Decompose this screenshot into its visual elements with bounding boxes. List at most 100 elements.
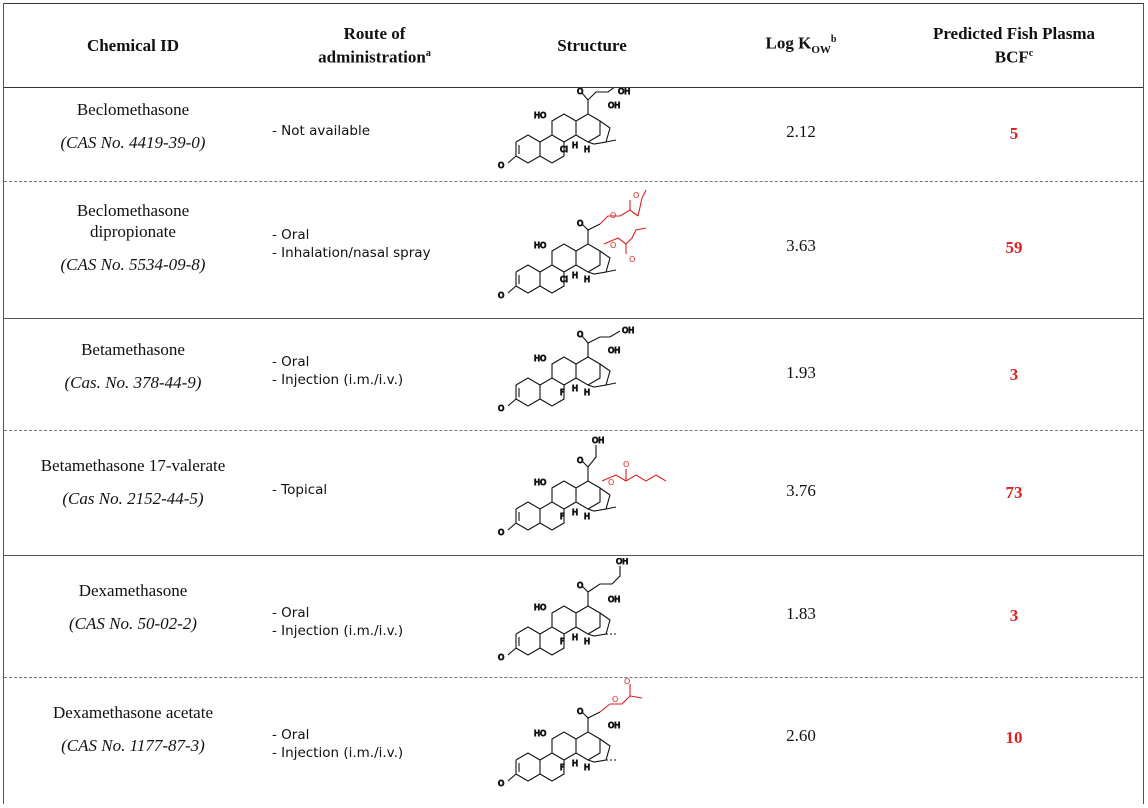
bcf-value: 5 [1009, 124, 1019, 143]
route-item: - Not available [272, 123, 371, 139]
route-item: - Oral [272, 227, 310, 243]
row-divider [4, 430, 1143, 431]
bcf-value: 73 [1005, 483, 1023, 502]
route-item: - Topical [272, 482, 328, 498]
table-row: Dexamethasone (CAS No. 50-02-2) - Oral -… [4, 556, 1143, 677]
row-divider [4, 555, 1143, 556]
log-kow-value: 1.93 [786, 363, 816, 382]
header-structure: Structure [557, 35, 627, 55]
route-cell: - Topical [272, 481, 482, 499]
svg-text:Cl: Cl [560, 145, 568, 154]
svg-text:O: O [498, 404, 504, 413]
svg-text:O: O [608, 478, 614, 487]
chemical-name: Dexamethasone [78, 581, 188, 600]
svg-text:OH: OH [608, 721, 620, 730]
svg-text:O: O [498, 161, 504, 170]
structure-image: O HO OH O O O F H H [496, 677, 686, 808]
structure-image: O HO OH OH O Cl H H [496, 85, 686, 183]
structure-image: O HO OH OH O F H H [496, 556, 686, 678]
svg-text:O: O [577, 330, 583, 339]
bcf-value: 10 [1005, 728, 1023, 747]
route-item: - Injection (i.m./i.v.) [272, 623, 404, 639]
table-row: Beclomethasone (CAS No. 4419-39-0) - Not… [4, 85, 1143, 183]
svg-text:HO: HO [534, 729, 546, 738]
chemical-name-cell: Beclomethasone dipropionate (CAS No. 553… [4, 200, 262, 275]
svg-text:O: O [498, 653, 504, 662]
svg-text:H: H [584, 763, 590, 772]
cas-number: (CAS No. 50-02-2) [69, 614, 197, 633]
chemical-name-line2: dipropionate [90, 222, 176, 241]
svg-text:OH: OH [618, 88, 630, 96]
row-divider [4, 318, 1143, 319]
svg-text:HO: HO [534, 354, 546, 363]
svg-text:O: O [498, 528, 504, 537]
structure-image: O HO O O O O O Cl H H [496, 188, 686, 318]
route-cell: - Oral - Injection (i.m./i.v.) [272, 604, 482, 640]
svg-text:HO: HO [534, 111, 546, 120]
svg-text:HO: HO [534, 241, 546, 250]
log-kow-value: 2.60 [786, 726, 816, 745]
svg-text:HO: HO [534, 603, 546, 612]
structure-image: O HO OH OH O F H H [496, 323, 686, 428]
chemical-name-cell: Dexamethasone acetate (CAS No. 1177-87-3… [4, 702, 262, 756]
chemical-name: Betamethasone [81, 340, 185, 359]
chemical-name-cell: Betamethasone (Cas. No. 378-44-9) [4, 339, 262, 393]
bcf-value: 3 [1009, 606, 1019, 625]
svg-text:Cl: Cl [560, 275, 568, 284]
route-cell: - Oral - Inhalation/nasal spray [272, 226, 482, 262]
svg-text:O: O [577, 707, 583, 716]
svg-text:OH: OH [608, 595, 620, 604]
svg-text:F: F [560, 388, 565, 397]
chemical-name: Beclomethasone [76, 201, 190, 220]
route-item: - Inhalation/nasal spray [272, 245, 431, 261]
chemical-name: Dexamethasone acetate [53, 703, 213, 722]
svg-text:H: H [572, 141, 578, 150]
svg-text:F: F [560, 763, 565, 772]
header-bcf: Predicted Fish Plasma BCFc [932, 23, 1096, 67]
svg-text:O: O [633, 191, 639, 200]
svg-text:H: H [584, 388, 590, 397]
svg-text:O: O [623, 460, 629, 469]
cas-number: (Cas No. 2152-44-5) [62, 489, 204, 508]
svg-text:H: H [584, 637, 590, 646]
table-row: Beclomethasone dipropionate (CAS No. 553… [4, 182, 1143, 318]
cas-number: (CAS No. 4419-39-0) [60, 133, 206, 152]
cas-number: (Cas. No. 378-44-9) [64, 373, 202, 392]
bcf-value: 3 [1009, 365, 1019, 384]
route-item: - Injection (i.m./i.v.) [272, 372, 404, 388]
header-route: Route of administrationa [318, 23, 431, 67]
log-kow-value: 1.83 [786, 604, 816, 623]
row-divider [4, 181, 1143, 182]
svg-text:OH: OH [616, 558, 628, 566]
route-item: - Oral [272, 727, 310, 743]
header-chemical-id: Chemical ID [86, 35, 180, 55]
route-cell: - Oral - Injection (i.m./i.v.) [272, 353, 482, 389]
chemical-name-cell: Beclomethasone (CAS No. 4419-39-0) [4, 99, 262, 153]
svg-text:F: F [560, 512, 565, 521]
header-log-kow: Log KOWb [765, 34, 837, 57]
table-row: Betamethasone 17-valerate (Cas No. 2152-… [4, 431, 1143, 555]
svg-text:OH: OH [592, 436, 604, 445]
svg-text:F: F [560, 637, 565, 646]
route-cell: - Not available [272, 122, 482, 140]
structure-image: O HO OH O O O F H H [496, 435, 686, 555]
svg-text:O: O [498, 291, 504, 300]
svg-text:H: H [572, 759, 578, 768]
svg-text:H: H [572, 271, 578, 280]
route-item: - Oral [272, 605, 310, 621]
svg-text:H: H [572, 508, 578, 517]
chemical-name: Betamethasone 17-valerate [40, 456, 226, 475]
route-cell: - Oral - Injection (i.m./i.v.) [272, 726, 482, 762]
svg-text:H: H [584, 512, 590, 521]
cas-number: (CAS No. 5534-09-8) [60, 255, 206, 274]
svg-text:OH: OH [608, 346, 620, 355]
svg-text:O: O [629, 255, 635, 264]
row-divider [4, 677, 1143, 678]
svg-text:O: O [577, 456, 583, 465]
svg-text:O: O [624, 678, 630, 686]
log-kow-value: 3.63 [786, 236, 816, 255]
svg-text:O: O [610, 211, 616, 220]
table-row: Betamethasone (Cas. No. 378-44-9) - Oral… [4, 319, 1143, 430]
svg-text:O: O [577, 581, 583, 590]
chemical-name-cell: Dexamethasone (CAS No. 50-02-2) [4, 580, 262, 634]
